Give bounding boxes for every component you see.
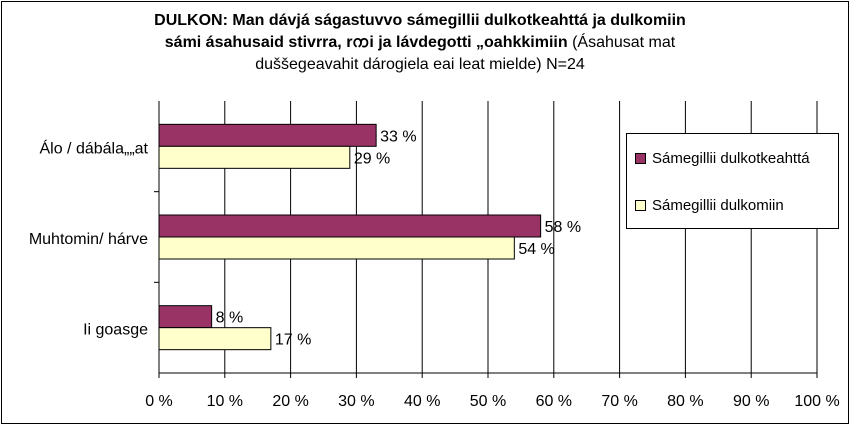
bar-series-1-cat-1 — [158, 123, 377, 147]
legend-swatch-series-2 — [635, 200, 646, 211]
category-label-2: Muhtomin/ hárve — [29, 231, 148, 248]
bar-series-2-cat-3 — [158, 327, 272, 351]
data-label-series-1-cat-3: 8 % — [216, 310, 244, 327]
x-tick-label-60: 60 % — [536, 393, 572, 410]
bar-series-2-cat-1 — [158, 145, 351, 169]
x-tick-label-70: 70 % — [601, 393, 637, 410]
bar-series-2-cat-2 — [158, 236, 515, 260]
title-line-2-note: (Ásahusat mat — [567, 34, 676, 51]
data-label-series-1-cat-2: 58 % — [545, 219, 581, 236]
legend-swatch-series-1 — [635, 153, 646, 164]
x-tick-label-80: 80 % — [667, 393, 703, 410]
chart-title: DULKON: Man dávjá ságastuvvo sámegillii … — [60, 10, 780, 76]
x-tick-label-100: 100 % — [794, 393, 839, 410]
title-line-3: duššegeavahit dárogiela eai leat mielde)… — [255, 56, 585, 73]
data-label-series-1-cat-1: 33 % — [380, 128, 416, 145]
bar-series-1-cat-3 — [158, 305, 213, 329]
title-line-1: DULKON: Man dávjá ságastuvvo sámegillii … — [154, 12, 686, 29]
x-tick-label-20: 20 % — [272, 393, 308, 410]
legend-item-series-1: Sámegillii dulkotkeahttá — [635, 150, 810, 167]
x-tick-label-40: 40 % — [404, 393, 440, 410]
category-label-1: Álo / dábála„„at — [39, 138, 148, 157]
x-tick-label-50: 50 % — [470, 393, 506, 410]
data-label-series-2-cat-3: 17 % — [275, 332, 311, 349]
bar-series-1-cat-2 — [158, 214, 542, 238]
category-label-3: Ii goasge — [83, 322, 148, 339]
data-label-series-2-cat-1: 29 % — [354, 150, 390, 167]
title-line-2: sámi ásahusaid stivrra, rᨠi ja lávdegott… — [164, 34, 568, 51]
data-label-series-2-cat-2: 54 % — [518, 241, 554, 258]
x-tick-label-0: 0 % — [145, 393, 173, 410]
legend-label-series-2: Sámegillii dulkomiin — [652, 197, 784, 214]
x-tick-label-90: 90 % — [733, 393, 769, 410]
legend-label-series-1: Sámegillii dulkotkeahttá — [652, 150, 810, 167]
x-tick-label-30: 30 % — [338, 393, 374, 410]
legend-item-series-2: Sámegillii dulkomiin — [635, 197, 784, 214]
legend: Sámegillii dulkotkeahttá Sámegillii dulk… — [626, 133, 839, 229]
x-tick-label-10: 10 % — [207, 393, 243, 410]
